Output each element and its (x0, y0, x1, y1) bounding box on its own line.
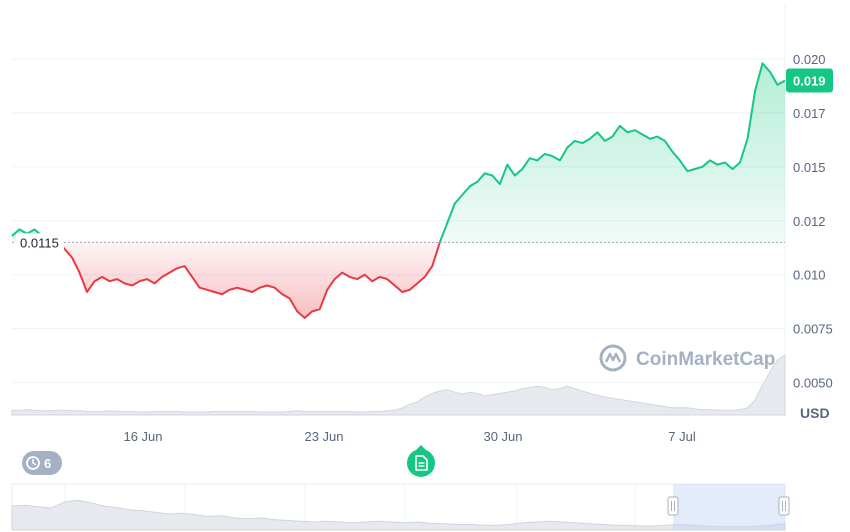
document-marker[interactable] (407, 445, 435, 477)
down-line (58, 241, 441, 319)
x-tick-label: 30 Jun (483, 429, 522, 444)
navigator-area (11, 499, 786, 531)
pause-icon (782, 501, 786, 511)
reference-label-bg (16, 233, 64, 252)
y-axis: 0.020 0.017 0.015 0.012 0.010 0.0075 0.0050 (793, 52, 833, 391)
navigator-selection[interactable] (673, 484, 785, 530)
down-fill (58, 242, 440, 318)
y-tick-label: 0.0050 (793, 376, 833, 391)
watermark: CoinMarketCap (599, 344, 775, 372)
x-tick-label: 16 Jun (123, 429, 162, 444)
y-tick-label: 0.010 (793, 268, 826, 283)
navigator[interactable] (11, 483, 790, 531)
x-tick-label: 7 Jul (668, 429, 696, 444)
y-tick-label: 0.017 (793, 106, 826, 121)
watermark-text: CoinMarketCap (636, 349, 775, 370)
history-icon (26, 456, 40, 470)
navigator-handle-left[interactable] (667, 496, 679, 516)
y-tick-label: 0.0075 (793, 322, 833, 337)
price-fills (12, 63, 785, 318)
coinmarketcap-logo-icon (599, 344, 627, 372)
reference-label: 0.0115 (20, 235, 59, 250)
volume-path (11, 354, 786, 416)
y-tick-label: 0.012 (793, 214, 826, 229)
current-price-badge: 0.019 (786, 68, 833, 93)
x-tick-label: 23 Jun (304, 429, 343, 444)
unit-label: USD (800, 405, 830, 421)
navigator-handle-right[interactable] (778, 496, 790, 516)
pause-icon (671, 501, 675, 511)
document-icon (415, 455, 428, 471)
up-fill (439, 63, 785, 243)
history-badge-bg[interactable] (22, 451, 62, 475)
y-tick-label: 0.015 (793, 160, 826, 175)
up-line (438, 62, 786, 243)
current-price-badge-bg (786, 68, 833, 93)
x-axis: 16 Jun 23 Jun 30 Jun 7 Jul (123, 429, 695, 444)
y-tick-label: 0.020 (793, 52, 826, 67)
history-count: 6 (44, 456, 51, 471)
history-badge[interactable]: 6 (22, 451, 62, 475)
volume-area (11, 354, 786, 416)
current-price-label: 0.019 (793, 74, 826, 89)
